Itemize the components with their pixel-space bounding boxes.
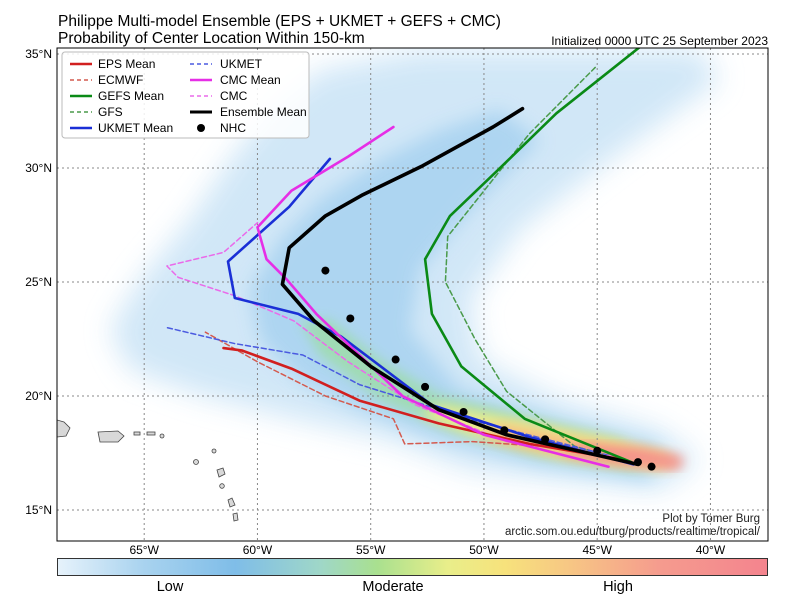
longitude-labels: 65°W 60°W 55°W 50°W 45°W 40°W: [129, 543, 725, 557]
latitude-labels: 35°N 30°N 25°N 20°N 15°N: [25, 47, 52, 517]
longitude-tick-label: 65°W: [129, 543, 159, 557]
caribbean-islands: [57, 419, 239, 522]
nhc-forecast-point: [647, 462, 656, 471]
dominica-island: [219, 483, 225, 489]
latitude-tick-label: 15°N: [25, 503, 52, 517]
nhc-forecast-point: [421, 382, 430, 391]
legend-cmc: CMC: [220, 89, 248, 103]
longitude-tick-label: 40°W: [696, 543, 726, 557]
gefs-mean-track: [423, 48, 641, 464]
legend-nhc: NHC: [220, 121, 246, 135]
colorbar-moderate-label: Moderate: [362, 579, 424, 595]
map-title: Philippe Multi-model Ensemble (EPS + UKM…: [58, 13, 501, 30]
legend-cmc-mean: CMC Mean: [220, 73, 281, 87]
anguilla-island: [159, 433, 165, 439]
credit-url: arctic.som.ou.edu/tburg/products/realtim…: [505, 526, 761, 538]
map-subtitle: Probability of Center Location Within 15…: [58, 30, 365, 47]
legend-eps-mean: EPS Mean: [98, 57, 155, 71]
st-lucia-island: [232, 512, 239, 522]
hispaniola-island: [57, 419, 71, 438]
probability-colorbar: [57, 558, 768, 576]
ukmet-mean-track: [226, 157, 635, 466]
legend-ecmwf: ECMWF: [98, 73, 143, 87]
latitude-tick-label: 35°N: [25, 47, 52, 61]
guadeloupe-island: [216, 467, 226, 478]
nhc-forecast-point: [459, 407, 468, 416]
nhc-forecast-point: [633, 458, 642, 467]
virgin-islands-island: [146, 431, 156, 436]
eps-mean-track: [222, 346, 626, 462]
latitude-tick-label: 20°N: [25, 389, 52, 403]
colorbar-low-label: Low: [156, 579, 184, 595]
legend-ukmet-mean: UKMET Mean: [98, 121, 173, 135]
latitude-tick-label: 25°N: [25, 275, 52, 289]
longitude-tick-label: 60°W: [243, 543, 273, 557]
cmc-mean-track: [256, 125, 610, 469]
colorbar-high-label: High: [603, 579, 633, 595]
legend-gfs: GFS: [98, 105, 123, 119]
latitude-tick-label: 30°N: [25, 161, 52, 175]
puerto-rico-island: [97, 430, 125, 443]
nhc-forecast-point: [500, 426, 509, 435]
nhc-forecast-point: [541, 435, 550, 444]
legend: EPS Mean ECMWF GEFS Mean GFS UKMET Mean …: [61, 51, 310, 139]
nhc-forecast-point: [391, 355, 400, 364]
nhc-swatch: [197, 124, 205, 132]
longitude-tick-label: 55°W: [356, 543, 386, 557]
map-frame: [56, 47, 769, 542]
legend-box: [61, 51, 310, 139]
nhc-forecast-points: [321, 266, 656, 471]
virgin-islands-island: [133, 431, 141, 436]
credit-author: Plot by Tomer Burg: [662, 513, 760, 525]
longitude-tick-label: 45°W: [582, 543, 612, 557]
longitude-tick-label: 50°W: [469, 543, 499, 557]
legend-ukmet: UKMET: [220, 57, 263, 71]
initialized-timestamp: Initialized 0000 UTC 25 September 2023: [551, 34, 768, 48]
martinique-island: [227, 497, 236, 508]
antigua-island: [193, 459, 199, 465]
nhc-forecast-point: [593, 446, 602, 455]
legend-ensemble-mean: Ensemble Mean: [220, 105, 307, 119]
nhc-forecast-point: [321, 266, 330, 275]
graticule-grid: [57, 48, 768, 541]
nhc-forecast-point: [346, 314, 355, 323]
ensemble-mean-track: [280, 106, 640, 467]
barbuda-island: [211, 448, 217, 454]
legend-gefs-mean: GEFS Mean: [98, 89, 164, 103]
